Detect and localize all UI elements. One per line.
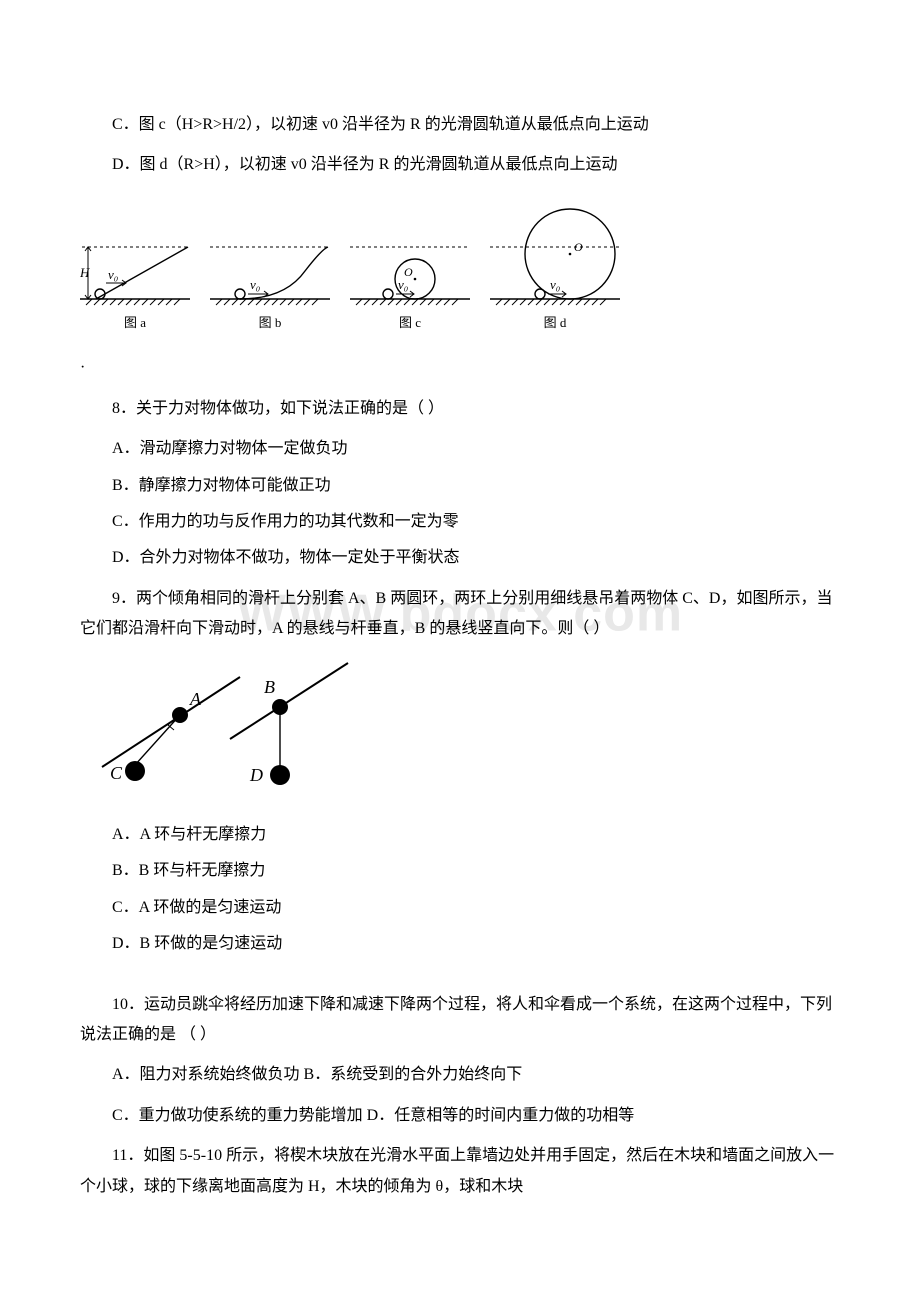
q7-fig-a-caption: 图 a bbox=[124, 311, 146, 336]
q9-opt-b: B．B 环与杆无摩擦力 bbox=[80, 856, 840, 886]
q7-fig-c-svg: O v₀ bbox=[350, 209, 470, 309]
q9-stem: 9．两个倾角相同的滑杆上分别套 A、B 两圆环，两环上分别用细线悬吊着两物体 C… bbox=[80, 584, 840, 645]
q7-opt-d: D．图 d（R>H），以初速 v0 沿半径为 R 的光滑圆轨道从最低点向上运动 bbox=[80, 150, 840, 180]
q7-fig-a-svg: H v₀ bbox=[80, 209, 190, 309]
q9-stem-text: 9．两个倾角相同的滑杆上分别套 A、B 两圆环，两环上分别用细线悬吊着两物体 C… bbox=[80, 590, 832, 637]
q7-opt-c: C．图 c（H>R>H/2），以初速 v0 沿半径为 R 的光滑圆轨道从最低点向… bbox=[80, 110, 840, 140]
q7-fig-c-caption: 图 c bbox=[399, 311, 421, 336]
q9-fig-D: D bbox=[249, 765, 263, 785]
q7-fig-H-label: H bbox=[80, 265, 90, 280]
q9-container: WWW.bdocx.com 9．两个倾角相同的滑杆上分别套 A、B 两圆环，两环… bbox=[80, 584, 840, 645]
q7-fig-d: O v₀ 图 d bbox=[490, 199, 620, 336]
q7-fig-b-caption: 图 b bbox=[259, 311, 282, 336]
q8-opt-c: C．作用力的功与反作用力的功其代数和一定为零 bbox=[80, 507, 840, 537]
q8-stem: 8．关于力对物体做功，如下说法正确的是（ ） bbox=[80, 394, 840, 424]
q7-fig-a: H v₀ 图 a bbox=[80, 209, 190, 336]
q10-stem: 10．运动员跳伞将经历加速下降和减速下降两个过程，将人和伞看成一个系统，在这两个… bbox=[80, 990, 840, 1051]
q7-fig-c: O v₀ 图 c bbox=[350, 209, 470, 336]
q9-opt-d: D．B 环做的是匀速运动 bbox=[80, 929, 840, 959]
q9-figure: A C B D bbox=[80, 657, 840, 808]
q7-fig-b: v₀ 图 b bbox=[210, 209, 330, 336]
q10-line1: A．阻力对系统始终做负功 B．系统受到的合外力始终向下 bbox=[80, 1060, 840, 1090]
q8-opt-a: A．滑动摩擦力对物体一定做负功 bbox=[80, 434, 840, 464]
q11-stem: 11．如图 5-5-10 所示，将楔木块放在光滑水平面上靠墙边处并用手固定，然后… bbox=[80, 1141, 840, 1202]
q7-fig-b-v0: v₀ bbox=[250, 277, 260, 292]
q7-figure-row: H v₀ 图 a bbox=[80, 199, 840, 336]
q9-fig-A: A bbox=[189, 689, 202, 709]
q7-fig-a-v0: v₀ bbox=[108, 267, 118, 282]
separator-dot: · bbox=[80, 353, 840, 383]
q8-opt-b: B．静摩擦力对物体可能做正功 bbox=[80, 471, 840, 501]
q8-opt-d: D．合外力对物体不做功，物体一定处于平衡状态 bbox=[80, 543, 840, 573]
q7-fig-d-O: O bbox=[574, 240, 583, 254]
q9-fig-C: C bbox=[110, 763, 123, 783]
q10-line2: C．重力做功使系统的重力势能增加 D．任意相等的时间内重力做的功相等 bbox=[80, 1101, 840, 1131]
q7-fig-c-v0: v₀ bbox=[398, 277, 408, 292]
q9-figure-svg: A C B D bbox=[80, 657, 360, 797]
q9-opt-a: A．A 环与杆无摩擦力 bbox=[80, 820, 840, 850]
q7-fig-d-v0: v₀ bbox=[550, 277, 560, 292]
q9-opt-c: C．A 环做的是匀速运动 bbox=[80, 893, 840, 923]
q7-fig-d-caption: 图 d bbox=[544, 311, 567, 336]
q7-fig-b-svg: v₀ bbox=[210, 209, 330, 309]
q7-fig-d-svg: O v₀ bbox=[490, 199, 620, 309]
q9-fig-B: B bbox=[264, 677, 275, 697]
